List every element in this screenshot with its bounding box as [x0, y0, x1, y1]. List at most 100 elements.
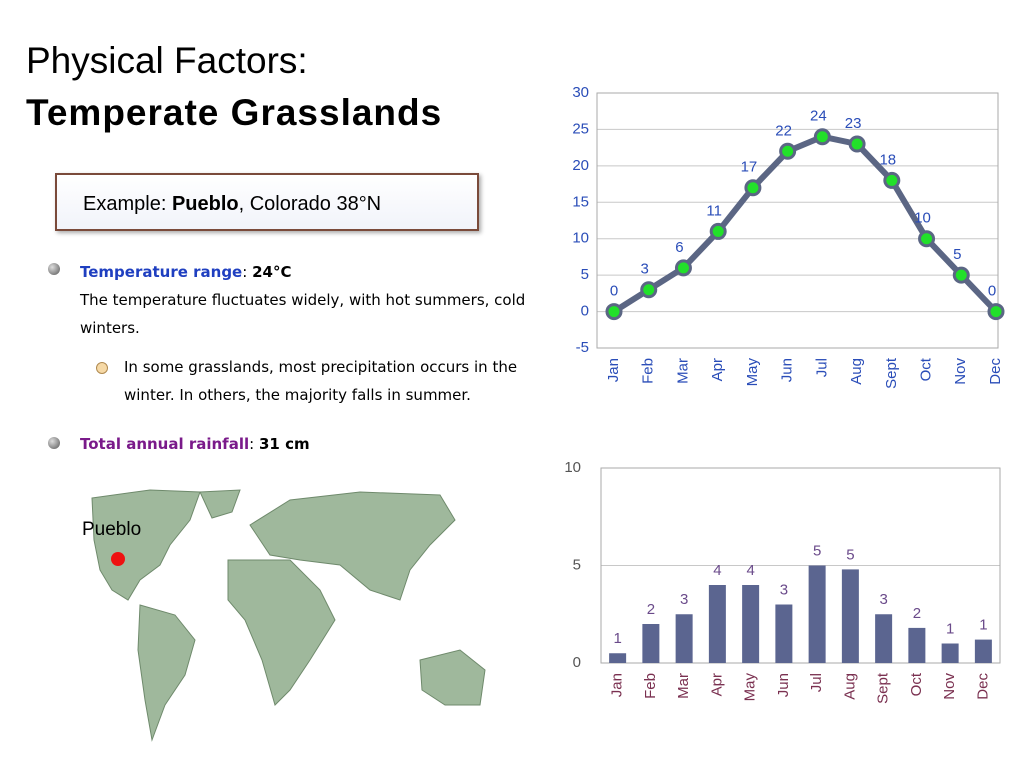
bar: [642, 624, 660, 663]
north-america: [91, 489, 201, 601]
bar: [875, 614, 893, 663]
y-tick-label: 15: [572, 193, 589, 210]
data-label: 11: [706, 202, 722, 219]
data-label: 18: [879, 151, 896, 168]
x-tick-label: Jul: [813, 358, 830, 377]
example-prefix: Example:: [83, 193, 167, 215]
data-label: 10: [914, 210, 931, 227]
data-label: 1: [613, 630, 621, 647]
sub-bullet-icon: [96, 362, 108, 374]
marker: [848, 135, 866, 153]
marker: [605, 303, 623, 321]
marker: [640, 281, 658, 299]
africa: [227, 559, 336, 706]
x-tick-label: Feb: [640, 358, 657, 384]
data-label: 6: [675, 239, 683, 256]
x-tick-label: Mar: [674, 358, 691, 384]
data-label: 5: [846, 546, 854, 563]
marker: [883, 171, 901, 189]
x-tick-label: Oct: [908, 672, 925, 696]
x-tick-label: Aug: [848, 358, 865, 385]
x-tick-label: Sept: [875, 672, 892, 704]
data-label: 2: [647, 601, 655, 618]
marker: [987, 303, 1005, 321]
data-label: 3: [680, 591, 688, 608]
y-tick-label: 0: [581, 303, 589, 320]
x-tick-label: Jan: [605, 358, 622, 382]
europe-asia: [249, 491, 456, 601]
bar: [708, 585, 726, 663]
bar: [675, 614, 693, 663]
sub-bullet: In some grasslands, most precipitation o…: [124, 358, 518, 404]
x-tick-label: Dec: [974, 673, 991, 700]
bar: [974, 639, 992, 663]
data-label: 1: [979, 617, 987, 634]
bar: [808, 565, 826, 663]
bullet-value: 24°C: [252, 263, 292, 281]
data-label: 2: [913, 605, 921, 622]
y-tick-label: 10: [572, 230, 589, 247]
map-label: Pueblo: [82, 519, 141, 540]
bar: [609, 653, 627, 663]
data-label: 4: [746, 562, 754, 579]
marker: [709, 222, 727, 240]
bar: [775, 604, 793, 663]
x-tick-label: Aug: [841, 673, 858, 700]
data-label: 5: [953, 246, 961, 263]
data-label: 3: [641, 261, 649, 278]
x-tick-label: Jan: [609, 673, 626, 697]
marker: [918, 230, 936, 248]
example-box: Example: Pueblo, Colorado 38°N: [55, 173, 479, 231]
title-line2: Temperate Grasslands: [26, 92, 443, 133]
marker: [952, 266, 970, 284]
bar: [841, 569, 859, 663]
line: [612, 133, 999, 315]
bullet: Temperature range: 24°C The temperature …: [80, 258, 530, 342]
plot-frame: [600, 467, 1001, 664]
example-suffix: , Colorado 38°N: [238, 193, 382, 215]
marker: [779, 142, 797, 160]
world-map: [91, 489, 486, 742]
map-marker: [111, 552, 125, 566]
x-tick-label: Nov: [941, 673, 958, 700]
marker: [674, 259, 692, 277]
x-tick-label: May: [742, 673, 759, 702]
bar: [742, 585, 760, 663]
data-label: 4: [713, 562, 721, 579]
data-label: 17: [741, 159, 758, 176]
bullet-text: The temperature fluctuates widely, with …: [80, 291, 526, 337]
y-tick-label: 25: [572, 120, 589, 137]
data-label: 5: [813, 542, 821, 559]
bullet-icon: [48, 437, 60, 449]
greenland: [199, 489, 241, 519]
australia: [419, 649, 486, 706]
x-tick-label: Apr: [708, 673, 725, 696]
y-tick-label: 30: [572, 84, 589, 101]
bar: [941, 643, 959, 663]
data-label: 22: [775, 122, 792, 139]
y-tick-label: 0: [573, 654, 581, 671]
y-tick-label: 20: [572, 157, 589, 174]
x-tick-label: May: [744, 358, 761, 387]
x-tick-label: Mar: [675, 673, 692, 699]
bullet-value: 31 cm: [258, 435, 310, 453]
data-label: 23: [845, 115, 862, 132]
bullet: Total annual rainfall: 31 cm: [80, 430, 310, 458]
y-tick-label: 5: [581, 266, 589, 283]
marker: [744, 179, 762, 197]
y-tick-label: 10: [564, 459, 581, 476]
data-label: 3: [780, 581, 788, 598]
x-tick-label: Sept: [883, 357, 900, 389]
title-line1: Physical Factors:: [26, 40, 308, 81]
x-tick-label: Feb: [642, 673, 659, 699]
separator: :: [242, 263, 248, 281]
example-place: Pueblo: [171, 193, 239, 215]
data-label: 3: [879, 591, 887, 608]
bullet-label: Total annual rainfall: [80, 435, 250, 453]
bullet-label: Temperature range: [80, 263, 243, 281]
data-label: 24: [810, 108, 827, 125]
separator: :: [249, 435, 255, 453]
y-tick-label: -5: [576, 339, 589, 356]
